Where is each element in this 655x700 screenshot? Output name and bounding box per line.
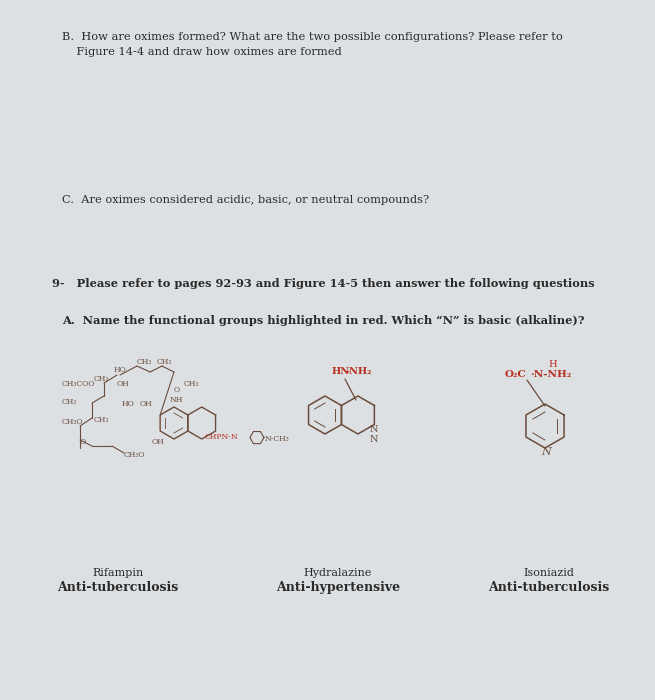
Text: CHPN-N: CHPN-N <box>205 433 238 440</box>
Text: Anti-tuberculosis: Anti-tuberculosis <box>489 581 610 594</box>
Text: CH₃: CH₃ <box>137 358 153 366</box>
Text: OH: OH <box>140 400 153 408</box>
Text: O₂C: O₂C <box>505 370 527 379</box>
Text: HN: HN <box>332 367 350 376</box>
Text: 9-   Please refer to pages 92-93 and Figure 14-5 then answer the following quest: 9- Please refer to pages 92-93 and Figur… <box>52 278 595 289</box>
Text: Anti-hypertensive: Anti-hypertensive <box>276 581 400 594</box>
Text: N: N <box>370 425 379 434</box>
Text: ·N-NH₂: ·N-NH₂ <box>530 370 571 379</box>
Text: NH: NH <box>169 396 183 404</box>
Text: O: O <box>80 438 86 446</box>
Text: CH₃: CH₃ <box>184 380 199 388</box>
Text: B.  How are oximes formed? What are the two possible configurations? Please refe: B. How are oximes formed? What are the t… <box>62 32 563 42</box>
Text: Rifampin: Rifampin <box>92 568 143 578</box>
Text: OH: OH <box>152 438 165 446</box>
Text: CH₃: CH₃ <box>94 416 109 424</box>
Text: Anti-tuberculosis: Anti-tuberculosis <box>58 581 179 594</box>
Text: OH: OH <box>117 380 130 388</box>
Text: C.  Are oximes considered acidic, basic, or neutral compounds?: C. Are oximes considered acidic, basic, … <box>62 195 429 205</box>
Text: Figure 14-4 and draw how oximes are formed: Figure 14-4 and draw how oximes are form… <box>62 47 342 57</box>
Text: HO: HO <box>122 400 135 408</box>
Text: CH₃: CH₃ <box>157 358 172 366</box>
Text: CH₃O: CH₃O <box>124 451 145 459</box>
Text: CH₃O: CH₃O <box>62 418 83 426</box>
Text: N: N <box>541 447 551 457</box>
Text: CH₃COO: CH₃COO <box>62 380 96 388</box>
Text: N-CH₃: N-CH₃ <box>265 435 290 442</box>
Text: Hydralazine: Hydralazine <box>304 568 372 578</box>
Text: HO: HO <box>114 366 127 374</box>
Text: O: O <box>174 386 180 394</box>
Text: CH₃: CH₃ <box>94 375 109 383</box>
Text: A.  Name the functional groups highlighted in red. Which “N” is basic (alkaline): A. Name the functional groups highlighte… <box>62 315 584 326</box>
Text: N: N <box>370 435 379 444</box>
Text: Isoniazid: Isoniazid <box>523 568 574 578</box>
Text: H: H <box>549 360 557 369</box>
Text: -NH₂: -NH₂ <box>346 367 373 376</box>
Text: CH₃: CH₃ <box>62 398 77 406</box>
